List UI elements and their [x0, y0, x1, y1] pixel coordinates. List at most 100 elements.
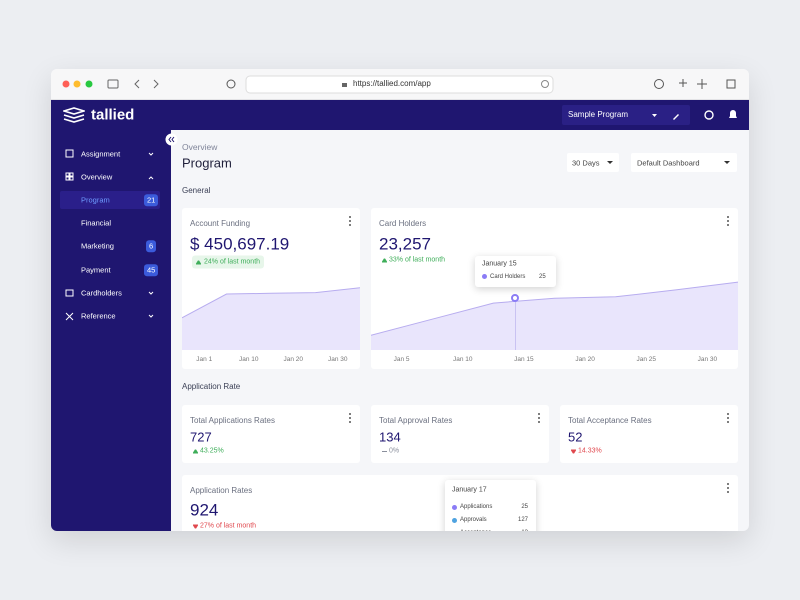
trend-shape [196, 260, 201, 264]
card-title: Account Funding [190, 219, 251, 228]
x-tick-label: Jan 20 [283, 356, 303, 363]
trend-shape [193, 449, 198, 453]
card-value: 23,257 [379, 234, 431, 254]
x-tick-label: Jan 30 [698, 356, 718, 363]
card-value: $ 450,697.19 [190, 234, 290, 254]
area [371, 282, 738, 350]
collapse-button[interactable] [165, 133, 178, 146]
card-value: 727 [190, 429, 212, 445]
nav-item[interactable]: Cardholders [81, 288, 122, 298]
sidebar: Assignment Overview Program 21 Financial… [51, 130, 171, 531]
card-title: Total Applications Rates [190, 416, 275, 425]
section-title: General [182, 186, 211, 195]
trend-shape [571, 449, 576, 453]
card-title: Card Holders [379, 219, 427, 228]
nav-subitem[interactable]: Payment [81, 265, 111, 275]
nav-subitem[interactable]: Financial [81, 218, 112, 228]
card: Total Acceptance Rates 52 14.33% [560, 405, 738, 463]
breadcrumb[interactable]: Overview [182, 141, 218, 152]
nav-item[interactable]: Overview [81, 172, 113, 182]
dot [349, 417, 351, 419]
change: 27% of last month [192, 523, 256, 530]
x-tick-label: Jan 1 [196, 356, 212, 363]
chrome-icons [62, 75, 736, 94]
dot [727, 417, 729, 419]
tooltip: January 17 Applications 25 Approvals 127 Acc… [445, 480, 536, 531]
nav-subitem[interactable]: Program [81, 195, 110, 205]
change: 14.33% [570, 448, 602, 455]
change: 0% [381, 448, 399, 455]
active-item-bg [60, 191, 160, 209]
caret [607, 161, 613, 164]
kebab-menu[interactable] [727, 216, 729, 226]
x-tick-label: Jan 10 [453, 356, 473, 363]
dot [538, 417, 540, 419]
dot [727, 491, 729, 493]
kebab-menu[interactable] [349, 413, 351, 423]
kebab-menu[interactable] [727, 413, 729, 423]
brand[interactable]: tallied [91, 106, 135, 124]
dot [349, 216, 351, 218]
nav-item[interactable]: Assignment [81, 149, 121, 159]
card-title: Total Acceptance Rates [568, 416, 652, 425]
trend-icon [382, 450, 387, 452]
range: 30 Days [572, 158, 600, 168]
tooltip-value: 25 [539, 273, 546, 280]
select-icons [652, 114, 679, 120]
tooltip-title: January 15 [482, 260, 517, 268]
dashboard-select[interactable]: Default Dashboard [631, 153, 737, 172]
change: 24% of last month [192, 255, 265, 269]
logo-icon [63, 107, 85, 123]
range-select[interactable]: 30 Days [567, 153, 619, 172]
trend-shape [382, 258, 387, 262]
card-value: 52 [568, 429, 583, 445]
nav-item[interactable]: Reference [81, 311, 116, 321]
url[interactable]: https://tallied.com/app [353, 79, 431, 88]
area [182, 287, 360, 350]
browser-chrome: https://tallied.com/app [51, 69, 749, 100]
header-icons [704, 110, 737, 120]
dot [727, 413, 729, 415]
kebab-menu[interactable] [349, 216, 351, 226]
dot [727, 487, 729, 489]
area-line [371, 281, 738, 336]
swatch [482, 274, 487, 279]
tooltip-label: Card Holders [490, 273, 526, 280]
swatch [452, 504, 457, 510]
browser-window: https://tallied.com/app tallied Sample P… [51, 69, 749, 531]
content: Overview Program 30 Days Default Dashboa… [165, 130, 749, 531]
badge: 21 [144, 194, 159, 206]
nav-subitem[interactable]: Marketing [81, 241, 114, 251]
change: 43.25% [192, 448, 224, 455]
change: 33% of last month [381, 257, 445, 264]
tooltip-value: 13 [521, 530, 528, 531]
dot [727, 483, 729, 485]
card: Account Funding $ 450,697.19 24% of last… [182, 208, 360, 369]
trend-icon [193, 449, 198, 453]
card: Total Approval Rates 134 0% [371, 405, 549, 463]
area-chart: Jan 5 Jan 10 Jan 15 Jan 20 Jan 25 Jan 30 [371, 281, 738, 363]
dot [538, 421, 540, 423]
tooltip-label: Approvals [460, 517, 487, 523]
tooltip: January 15 Card Holders 25 [475, 256, 556, 287]
kebab-menu[interactable] [727, 483, 729, 493]
program-select[interactable]: Sample Program [562, 105, 690, 125]
dot [727, 220, 729, 222]
x-tick-label: Jan 10 [239, 356, 259, 363]
hover-marker [511, 294, 519, 302]
caret [724, 161, 730, 164]
dot [349, 413, 351, 415]
app-header: tallied Sample Program [51, 100, 749, 130]
badge: 45 [144, 264, 159, 276]
trend-icon [193, 524, 198, 528]
tooltip-label: Applications [460, 504, 493, 510]
badge: 6 [146, 240, 157, 252]
dashboard: Default Dashboard [637, 158, 700, 168]
card-value: 134 [379, 429, 401, 445]
kebab-menu[interactable] [538, 413, 540, 423]
trend-icon [571, 449, 576, 453]
page-title: Program [182, 155, 232, 171]
dot [727, 216, 729, 218]
x-tick-label: Jan 30 [328, 356, 348, 363]
tooltip-title: January 17 [452, 486, 487, 494]
